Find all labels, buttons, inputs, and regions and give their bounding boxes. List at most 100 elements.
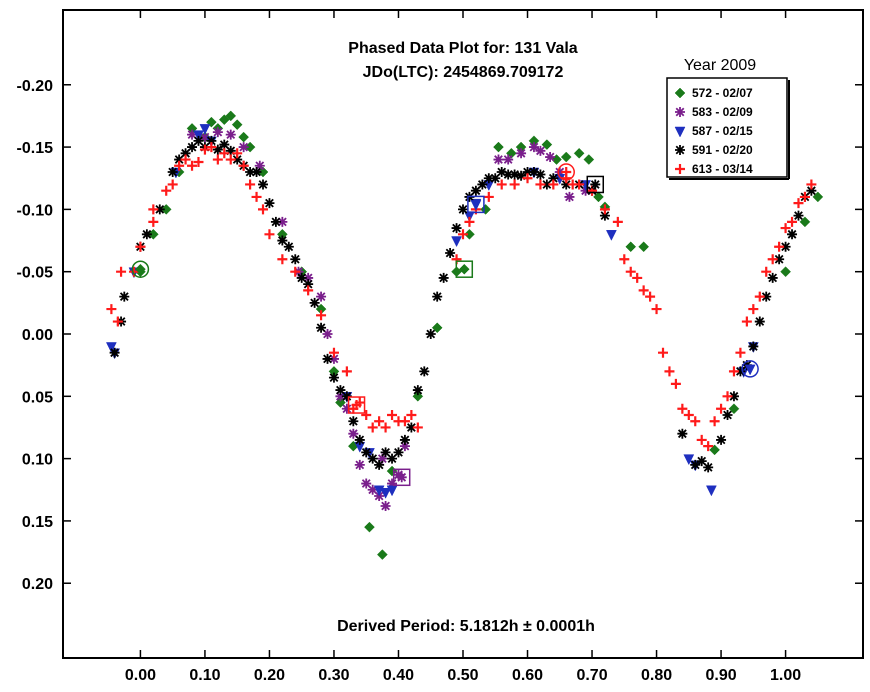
data-point	[464, 211, 475, 223]
data-point	[148, 216, 159, 227]
data-point	[193, 157, 204, 168]
highlight-square	[347, 396, 366, 414]
data-point	[341, 391, 352, 402]
data-point	[106, 304, 117, 315]
data-point	[199, 124, 211, 135]
data-point	[387, 410, 398, 420]
data-point	[658, 347, 668, 358]
data-point	[625, 241, 637, 253]
legend: Year 2009 572 - 02/07 583 - 02/09 587 - 02…	[666, 57, 790, 180]
y-tick-label: 0.10	[22, 452, 53, 469]
data-point	[316, 322, 327, 333]
data-point	[741, 316, 752, 327]
data-point	[522, 167, 533, 177]
data-point	[258, 179, 268, 190]
data-point	[503, 169, 514, 180]
data-point	[290, 254, 301, 265]
data-point	[225, 154, 236, 165]
data-point	[574, 179, 585, 190]
x-tick-label: 0.80	[641, 667, 672, 684]
data-point	[451, 236, 462, 248]
data-point	[554, 167, 565, 177]
data-point	[283, 241, 294, 252]
data-point	[690, 416, 701, 427]
data-point	[245, 179, 256, 190]
data-point	[625, 266, 636, 277]
data-point	[206, 142, 217, 153]
data-point	[780, 266, 791, 278]
highlight-point	[458, 263, 470, 275]
data-point	[264, 229, 275, 240]
data-point	[270, 216, 281, 227]
data-point	[703, 441, 714, 452]
data-point	[258, 204, 268, 215]
data-point	[361, 447, 372, 458]
data-point	[406, 410, 417, 420]
x-tick-label: 0.30	[318, 667, 349, 684]
data-point	[148, 204, 159, 215]
data-point	[799, 191, 810, 202]
data-point	[419, 366, 430, 377]
data-point	[199, 144, 210, 155]
data-point	[690, 459, 701, 470]
data-point	[406, 422, 417, 433]
data-point	[212, 127, 223, 138]
data-point	[380, 500, 391, 511]
data-point	[432, 291, 443, 302]
data-point	[483, 191, 494, 202]
data-point	[605, 230, 617, 241]
data-point	[458, 204, 468, 215]
x-tick-label: 0.60	[512, 667, 543, 684]
data-point	[619, 254, 630, 265]
data-point	[638, 241, 649, 253]
legend-entry-label: 591 - 02/20	[692, 143, 753, 157]
data-point	[599, 210, 610, 221]
highlight-circle	[131, 260, 150, 278]
data-point	[812, 191, 824, 203]
highlight-point	[396, 472, 407, 483]
data-point	[232, 154, 243, 165]
data-point	[516, 170, 527, 181]
x-tick-label: 0.20	[254, 667, 285, 684]
data-point	[464, 228, 475, 240]
x-tick-label: 0.10	[189, 667, 220, 684]
data-point	[638, 285, 649, 296]
data-point	[806, 185, 817, 196]
data-point	[303, 279, 314, 290]
data-point	[709, 444, 720, 456]
data-point	[677, 403, 688, 414]
data-point	[277, 216, 288, 227]
data-point	[116, 266, 127, 277]
data-point	[612, 216, 623, 227]
data-point	[651, 304, 662, 315]
data-point	[296, 272, 307, 283]
data-point	[348, 416, 359, 427]
highlight-circle	[557, 163, 575, 181]
data-point	[386, 485, 398, 497]
data-point	[496, 167, 507, 177]
data-point	[154, 204, 165, 215]
data-point	[703, 462, 714, 473]
data-point	[232, 148, 243, 159]
legend-marker	[674, 126, 686, 138]
highlight-square	[586, 175, 605, 194]
data-point	[374, 416, 385, 427]
data-point	[748, 341, 759, 352]
data-point	[561, 179, 572, 190]
data-point	[328, 353, 339, 364]
data-point	[316, 310, 327, 321]
data-point	[354, 459, 365, 470]
data-point	[399, 416, 410, 427]
data-point	[683, 454, 695, 466]
data-point	[167, 167, 178, 177]
legend-marker	[675, 145, 685, 155]
highlight-square	[467, 195, 485, 214]
data-point	[206, 135, 217, 146]
data-point	[761, 291, 772, 302]
data-point	[754, 316, 765, 327]
data-point	[341, 403, 352, 414]
data-point	[522, 173, 533, 184]
data-point	[303, 285, 314, 296]
data-point	[380, 488, 391, 499]
data-point	[399, 441, 410, 452]
